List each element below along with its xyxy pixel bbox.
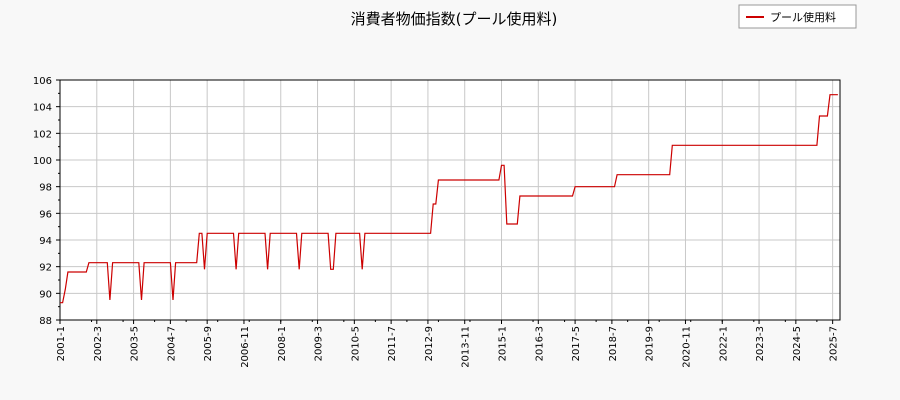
x-tick-label: 2006-11 xyxy=(240,326,251,368)
x-tick-label: 2023-3 xyxy=(755,326,766,361)
series-layer xyxy=(60,94,838,304)
x-tick-label: 2025-7 xyxy=(829,326,840,361)
legend: プール使用料 xyxy=(738,4,857,29)
y-tick-label: 102 xyxy=(33,129,52,140)
x-tick-label: 2002-3 xyxy=(93,326,104,361)
x-tick-label: 2020-11 xyxy=(681,326,692,368)
plot-frame xyxy=(59,79,841,321)
x-tick-label: 2019-9 xyxy=(645,326,656,361)
series-line xyxy=(60,94,838,304)
chart-title: 消費者物価指数(プール使用料) xyxy=(351,10,558,28)
x-tick-label: 2018-7 xyxy=(608,326,619,361)
x-tick-label: 2017-5 xyxy=(571,326,582,361)
y-tick-label: 104 xyxy=(33,103,52,114)
x-tick-label: 2008-1 xyxy=(277,326,288,361)
axes: 88 90 92 94 96 98 100 102 104 106 2001-1 2002-3 2003… xyxy=(33,76,841,368)
y-tick-label: 106 xyxy=(33,76,52,87)
legend-box xyxy=(738,4,857,29)
y-tick-label: 100 xyxy=(33,156,52,167)
x-tick-label: 2015-1 xyxy=(498,326,509,361)
x-tick-label: 2004-7 xyxy=(166,326,177,361)
x-tick-label: 2012-9 xyxy=(424,326,435,361)
x-tick-label: 2022-1 xyxy=(718,326,729,361)
y-tick-label: 90 xyxy=(39,289,52,300)
y-tick-label: 98 xyxy=(39,183,52,194)
x-tick-label: 2005-9 xyxy=(203,326,214,361)
x-tick-label: 2024-5 xyxy=(792,326,803,361)
x-tick-label: 2011-7 xyxy=(387,326,398,361)
y-tick-label: 92 xyxy=(39,263,52,274)
x-tick-label: 2010-5 xyxy=(350,326,361,361)
y-tick-label: 94 xyxy=(39,236,52,247)
x-tick-label: 2016-3 xyxy=(534,326,545,361)
plot-background xyxy=(60,80,840,320)
y-tick-label: 88 xyxy=(39,316,52,327)
x-tick-label: 2001-1 xyxy=(56,326,67,361)
x-tick-label: 2013-11 xyxy=(461,326,472,368)
legend-label: プール使用料 xyxy=(770,10,836,24)
x-tick-label: 2009-3 xyxy=(314,326,325,361)
x-tick-label: 2003-5 xyxy=(130,326,141,361)
grid xyxy=(59,79,840,321)
y-tick-label: 96 xyxy=(39,209,52,220)
